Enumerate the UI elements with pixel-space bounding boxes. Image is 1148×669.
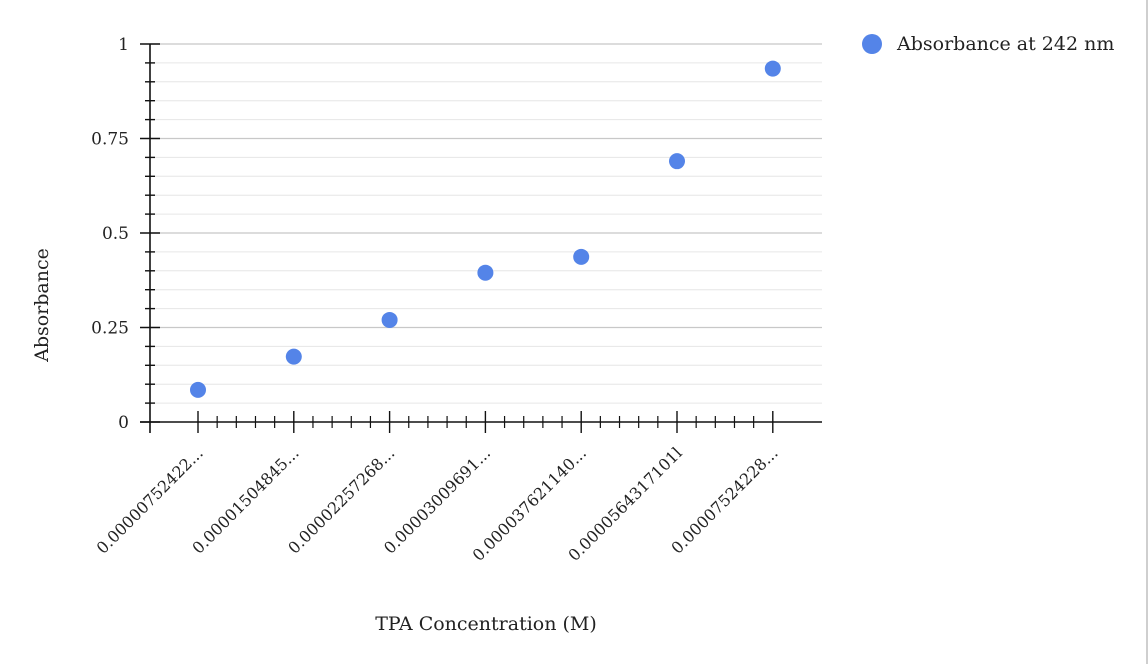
legend-marker: [862, 34, 882, 54]
data-point[interactable]: [573, 248, 590, 265]
legend-label: Absorbance at 242 nm: [896, 33, 1114, 55]
axes: [140, 43, 822, 433]
x-tick-label: 0.00000752422...: [93, 443, 207, 557]
legend[interactable]: Absorbance at 242 nm: [862, 33, 1114, 55]
data-points: [190, 60, 781, 398]
y-tick-label: 0.5: [102, 224, 129, 244]
y-tick-labels: 0 0.25 0.5 0.75 1: [91, 35, 129, 433]
y-axis-title: Absorbance: [31, 248, 53, 363]
y-tick-label: 0: [118, 413, 129, 433]
y-tick-label: 0.25: [91, 319, 129, 339]
panel-border: [1146, 0, 1148, 664]
data-point[interactable]: [764, 60, 781, 77]
x-tick-labels: 0.00000752422...0.00001504845...0.000022…: [93, 443, 782, 564]
y-tick-label: 0.75: [91, 130, 129, 150]
y-tick-label: 1: [118, 35, 129, 55]
gridlines: [150, 43, 822, 404]
x-tick-label: 0.00007524228...: [667, 443, 781, 557]
x-tick-label: 0.00003009691...: [380, 443, 494, 557]
x-tick-label: 0.00002257268...: [284, 443, 398, 557]
data-point[interactable]: [381, 311, 398, 328]
x-axis-title: TPA Concentration (M): [375, 613, 597, 635]
data-point[interactable]: [190, 381, 206, 398]
data-point[interactable]: [477, 264, 494, 281]
data-point[interactable]: [669, 153, 685, 170]
data-point[interactable]: [285, 348, 302, 365]
x-tick-label: 0.00001504845...: [188, 443, 302, 557]
